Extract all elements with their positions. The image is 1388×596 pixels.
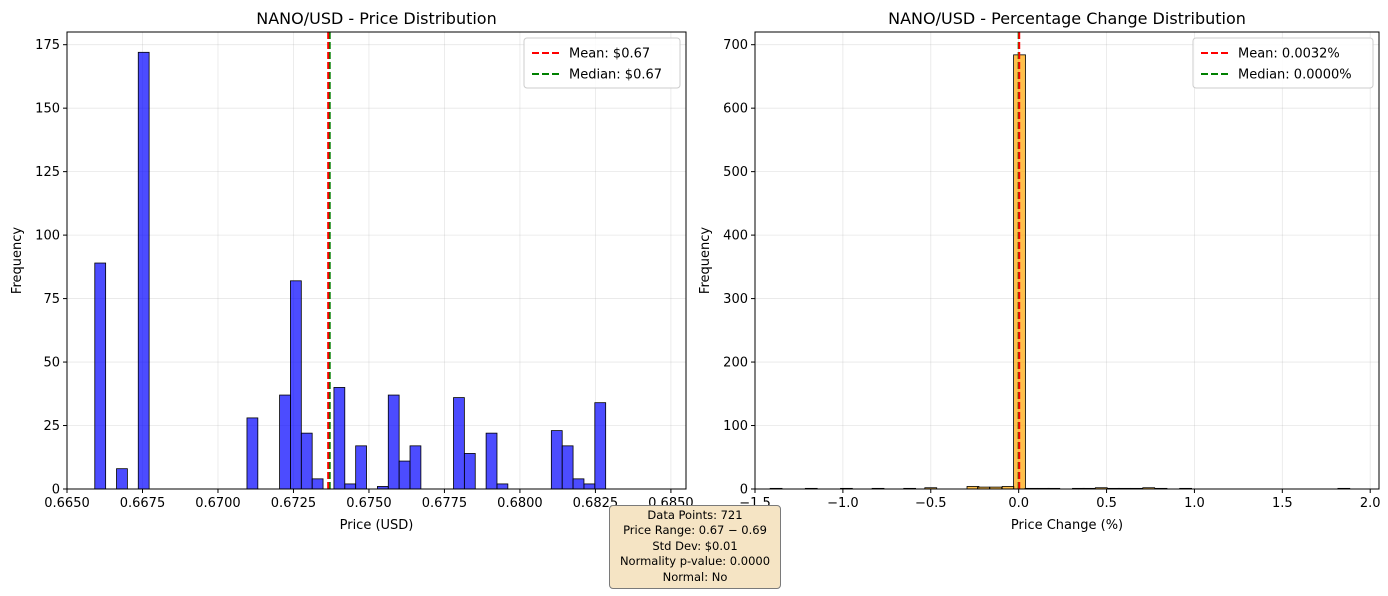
stat-data-points: Data Points: 721: [647, 508, 743, 522]
legend-median-label: Median: 0.0000%: [1238, 68, 1352, 83]
x-tick-label: 2.0: [1360, 496, 1381, 511]
legend-box: [1192, 37, 1374, 89]
histogram-bar: [583, 483, 596, 490]
x-tick-label: 0.5: [1096, 496, 1117, 511]
histogram-bar: [496, 483, 509, 490]
stat-normality-p-value: Normality p-value: 0.0000: [619, 554, 771, 569]
y-tick-label: 700: [723, 38, 748, 53]
histogram-bar: [409, 445, 422, 490]
y-tick-label: 150: [35, 102, 60, 117]
y-tick-label: 100: [35, 229, 60, 244]
x-tick-label: 0.6650: [44, 496, 90, 511]
x-axis-label: Price Change (%): [1011, 518, 1123, 533]
histogram-bar: [594, 402, 607, 490]
stat-normal: Normal: No: [662, 569, 728, 584]
x-tick-label: 0.6800: [497, 496, 543, 511]
percentage-change-panel: −1.5 −1.0 −0.5 0.0 0.5 1.0 1.5 2.00100200300400…: [698, 9, 1381, 533]
y-tick-label: 600: [723, 102, 748, 117]
x-tick-label: 1.0: [1184, 496, 1205, 511]
x-axis-label: Price (USD): [340, 518, 414, 533]
histogram-bar: [344, 483, 357, 490]
histogram-bar: [485, 432, 498, 490]
histogram-bar: [463, 453, 476, 490]
histogram-bar: [116, 468, 128, 490]
histogram-bar: [300, 432, 313, 490]
legend-box: [523, 37, 681, 89]
statistics-box: Data Points: 721 Price Range: 0.67 − 0.6…: [609, 505, 781, 589]
y-tick-label: 0: [740, 483, 748, 498]
stat-price-range: Price Range: 0.67 − 0.69: [623, 523, 767, 538]
x-tick-label: 0.0: [1008, 496, 1029, 511]
x-tick-label: 1.5: [1272, 496, 1293, 511]
y-tick-label: 200: [723, 356, 748, 371]
x-tick-label: 0.6725: [271, 496, 317, 511]
histogram-bar: [453, 397, 465, 490]
y-tick-label: 0: [52, 483, 60, 498]
histogram-bar: [387, 394, 400, 490]
x-tick-label: 0.6675: [120, 496, 166, 511]
histogram-bar: [550, 430, 563, 490]
legend-mean-label: Mean: 0.0032%: [1238, 47, 1340, 62]
stat-std-dev: Std Dev: $0.01: [652, 538, 738, 553]
y-tick-label: 500: [723, 165, 748, 180]
histogram-bar: [137, 51, 150, 490]
x-tick-label: −0.5: [915, 496, 947, 511]
histogram-bar: [355, 445, 367, 490]
histogram-bar: [279, 394, 291, 490]
x-tick-label: 0.6825: [573, 496, 619, 511]
histogram-bar: [246, 417, 259, 490]
y-tick-label: 50: [43, 356, 60, 371]
chart-title: NANO/USD - Price Distribution: [256, 9, 496, 28]
chart-title: NANO/USD - Percentage Change Distributio…: [888, 9, 1246, 28]
x-tick-label: 0.6775: [422, 496, 468, 511]
histogram-bar: [572, 478, 585, 490]
histogram-bar: [398, 460, 411, 490]
y-tick-label: 300: [723, 292, 748, 307]
price-distribution-panel: 0.6650 0.6675 0.6700 0.6725 0.6750 0.6775 0.68…: [10, 9, 694, 533]
axes-frame: [754, 31, 1380, 490]
histogram-bar: [333, 387, 346, 490]
y-tick-label: 75: [43, 292, 60, 307]
y-tick-label: 125: [35, 165, 60, 180]
histogram-bar: [94, 262, 107, 490]
histogram-bar: [311, 478, 324, 490]
x-tick-label: 0.6750: [346, 496, 392, 511]
legend-mean-label: Mean: $0.67: [569, 47, 650, 62]
legend-median-label: Median: $0.67: [569, 68, 662, 83]
y-tick-label: 25: [43, 419, 60, 434]
axes-frame: [66, 31, 687, 490]
y-axis-label: Frequency: [698, 227, 713, 294]
x-tick-label: 0.6700: [195, 496, 241, 511]
histogram-bar: [290, 280, 302, 490]
y-tick-label: 100: [723, 419, 748, 434]
histogram-bar: [561, 445, 574, 490]
y-axis-label: Frequency: [10, 227, 25, 294]
y-tick-label: 400: [723, 229, 748, 244]
y-tick-label: 175: [35, 38, 60, 53]
x-tick-label: −1.0: [827, 496, 859, 511]
